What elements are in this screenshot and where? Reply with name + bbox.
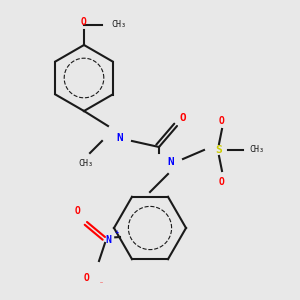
Text: +: + bbox=[115, 230, 119, 236]
Text: O: O bbox=[219, 116, 225, 126]
Text: O: O bbox=[219, 177, 225, 187]
Text: CH₃: CH₃ bbox=[111, 20, 126, 29]
Text: S: S bbox=[216, 145, 222, 155]
Text: O: O bbox=[180, 113, 187, 123]
Text: O: O bbox=[81, 17, 87, 27]
Text: N: N bbox=[117, 133, 123, 143]
Text: N: N bbox=[105, 235, 111, 245]
Text: ⁻: ⁻ bbox=[99, 279, 104, 288]
Text: CH₃: CH₃ bbox=[249, 146, 264, 154]
Text: N: N bbox=[168, 157, 174, 167]
Text: O: O bbox=[84, 273, 90, 283]
Text: CH₃: CH₃ bbox=[78, 159, 93, 168]
Text: O: O bbox=[75, 206, 81, 216]
